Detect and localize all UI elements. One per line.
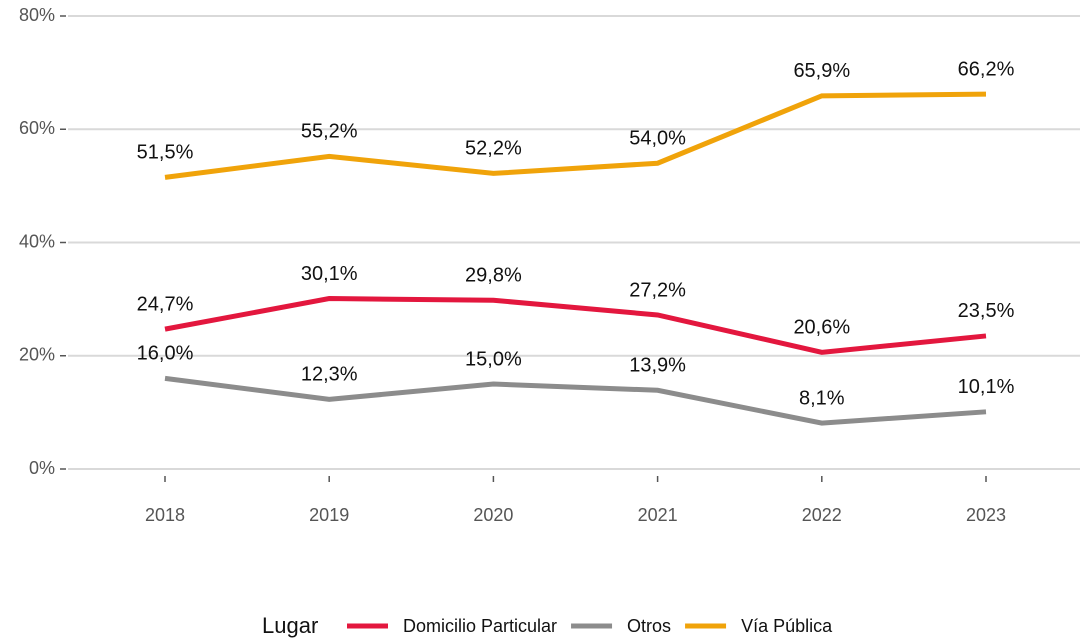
data-label: 30,1% <box>301 263 358 285</box>
data-label: 20,6% <box>793 317 850 339</box>
data-label: 29,8% <box>465 265 522 287</box>
series-line <box>164 375 987 426</box>
y-tick-label: 40% <box>19 231 55 251</box>
y-tick-label: 80% <box>19 5 55 25</box>
data-label: 8,1% <box>799 387 845 409</box>
legend-label: Otros <box>627 616 671 636</box>
data-label: 12,3% <box>301 364 358 386</box>
x-tick-label: 2023 <box>966 505 1006 525</box>
data-label: 51,5% <box>137 142 194 164</box>
data-label: 54,0% <box>629 128 686 150</box>
series-line <box>164 91 987 180</box>
x-tick-label: 2020 <box>473 505 513 525</box>
legend-label: Domicilio Particular <box>403 616 557 636</box>
x-tick-label: 2021 <box>638 505 678 525</box>
data-label: 24,7% <box>137 293 194 315</box>
y-tick-label: 20% <box>19 345 55 365</box>
series-line <box>164 296 987 355</box>
legend-label: Vía Pública <box>741 616 833 636</box>
data-label: 23,5% <box>958 300 1015 322</box>
data-label: 15,0% <box>465 348 522 370</box>
x-tick-label: 2022 <box>802 505 842 525</box>
legend-title: Lugar <box>262 613 318 638</box>
y-tick-label: 60% <box>19 118 55 138</box>
data-label: 16,0% <box>137 343 194 365</box>
x-tick-label: 2018 <box>145 505 185 525</box>
data-label: 27,2% <box>629 279 686 301</box>
data-label: 55,2% <box>301 121 358 143</box>
data-label: 52,2% <box>465 138 522 160</box>
data-label: 10,1% <box>958 376 1015 398</box>
x-tick-label: 2019 <box>309 505 349 525</box>
y-tick-label: 0% <box>29 458 55 478</box>
data-label: 13,9% <box>629 355 686 377</box>
data-label: 66,2% <box>958 58 1015 80</box>
data-label: 65,9% <box>793 60 850 82</box>
